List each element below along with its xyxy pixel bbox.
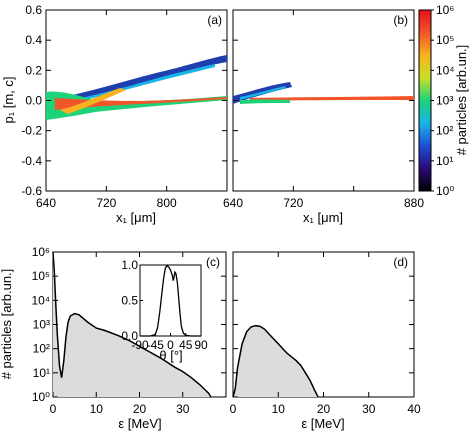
panel-a-ylabel: p₁ [m, c] <box>1 76 16 123</box>
panel-c-ytick-label: 10⁰ <box>32 390 50 404</box>
panel-d-xlabel: ε [MeV] <box>301 416 344 431</box>
panel-c-ytick-label: 10⁶ <box>32 245 50 259</box>
colorbar-tick-label: 10² <box>436 124 453 138</box>
panel-c-inset: 0.0 0.5 1.0 -90-45 0 45 90 θ [°] <box>121 258 208 363</box>
panel-a-xtick-label: 640 <box>36 196 56 210</box>
panel-c-ytick-label: 10³ <box>33 318 50 332</box>
panel-c-ytick-label: 10¹ <box>33 366 50 380</box>
panel-a-xtick-label: 720 <box>96 196 116 210</box>
inset-ytick-label: 0.0 <box>121 329 138 343</box>
panel-a-heatmap <box>46 55 227 120</box>
axes-ticks: -0.6 -0.4 -0.2 0.0 0.2 0.4 0.6 640 720 800 640 720 8… <box>21 3 424 416</box>
panel-a-ytick-label: -0.6 <box>21 184 42 198</box>
inset-ticks: 0.0 0.5 1.0 -90-45 0 45 90 <box>121 258 208 352</box>
inset-ytick-label: 1.0 <box>121 258 138 272</box>
panel-a: (a) <box>45 9 228 192</box>
panel-c: (c) 0.0 0.5 1.0 -90-45 0 45 90 θ [°] <box>52 251 227 398</box>
panel-b-heatmap <box>233 82 414 104</box>
panel-d-xtick-label: 0 <box>230 402 237 416</box>
panel-b-xtick-label: 880 <box>404 196 424 210</box>
panel-c-xtick-label: 0 <box>50 402 57 416</box>
colorbar-ticks: 10⁰ 10¹ 10² 10³ 10⁴ 10⁵ 10⁶ <box>431 3 455 198</box>
panel-a-ytick-label: -0.2 <box>21 124 42 138</box>
inset-xtick-label: -90 <box>131 338 149 352</box>
panel-a-cross-plume <box>60 88 126 114</box>
panel-a-ytick-label: -0.4 <box>21 154 42 168</box>
panel-d-xtick-label: 10 <box>272 402 286 416</box>
panel-c-label: (c) <box>206 255 220 269</box>
colorbar: 10⁰ 10¹ 10² 10³ 10⁴ 10⁵ 10⁶ # particles [arb.u… <box>418 3 469 198</box>
panel-b-xlabel: x₁ [μm] <box>303 210 343 225</box>
panel-a-ytick-label: 0.4 <box>25 33 42 47</box>
inset-xlabel: θ [°] <box>159 348 182 363</box>
panel-c-spectrum-line <box>52 251 212 398</box>
inset-xtick-label: 90 <box>194 338 208 352</box>
inset-frame <box>139 264 202 337</box>
panel-a-lower-plume <box>46 91 227 120</box>
inset-angular-line <box>140 264 201 337</box>
panel-a-ytick-label: 0.2 <box>25 63 42 77</box>
colorbar-gradient <box>418 9 432 192</box>
panel-c-ytick-label: 10² <box>33 342 50 356</box>
panel-a-label: (a) <box>207 13 222 27</box>
panel-a-xlabel: x₁ [μm] <box>116 210 156 225</box>
colorbar-label: # particles [arb.un.] <box>454 45 469 156</box>
panel-d-xtick-label: 20 <box>317 402 331 416</box>
panel-c-xtick-label: 20 <box>133 402 147 416</box>
panel-a-upper-plume-core <box>60 64 215 106</box>
panel-c-xlabel: ε [MeV] <box>118 416 161 431</box>
panel-d: (d) <box>232 251 415 398</box>
panel-a-xtick-label: 800 <box>157 196 177 210</box>
colorbar-tick-label: 10⁵ <box>436 33 454 47</box>
colorbar-tick-label: 10⁰ <box>436 184 454 198</box>
panel-b-plume-core <box>240 86 286 100</box>
panel-d-xtick-label: 40 <box>407 402 421 416</box>
panel-d-xtick-label: 30 <box>362 402 376 416</box>
inset-xtick-label: -45 <box>147 338 165 352</box>
panel-d-spectrum-line <box>232 324 319 398</box>
inset-xtick-label: 0 <box>167 338 174 352</box>
panel-b: (b) <box>232 9 415 192</box>
panel-b-xtick-label: 720 <box>283 196 303 210</box>
inset-xtick-label: 45 <box>179 338 193 352</box>
panel-b-label: (b) <box>393 13 408 27</box>
panel-a-ytick-label: 0.6 <box>25 3 42 17</box>
panel-c-ytick-label: 10⁵ <box>32 269 50 283</box>
panel-c-ytick-label: 10⁴ <box>31 293 50 307</box>
panel-c-xtick-label: 10 <box>90 402 104 416</box>
inset-ytick-label: 0.5 <box>121 294 138 308</box>
panel-b-beam <box>250 96 414 101</box>
colorbar-tick-label: 10¹ <box>436 154 453 168</box>
panel-d-spectrum-area <box>233 325 319 397</box>
panel-c-ylabel: # particles [arb.un.] <box>0 269 14 380</box>
panel-b-beam-edge <box>240 99 290 104</box>
panel-d-label: (d) <box>393 255 408 269</box>
panel-b-xtick-label: 640 <box>223 196 243 210</box>
panel-c-spectrum-area <box>53 252 211 397</box>
colorbar-tick-label: 10⁴ <box>436 63 455 77</box>
panel-c-xtick-label: 30 <box>176 402 190 416</box>
colorbar-tick-label: 10⁶ <box>436 3 454 17</box>
colorbar-tick-label: 10³ <box>436 94 453 108</box>
panel-a-ytick-label: 0.0 <box>25 94 42 108</box>
